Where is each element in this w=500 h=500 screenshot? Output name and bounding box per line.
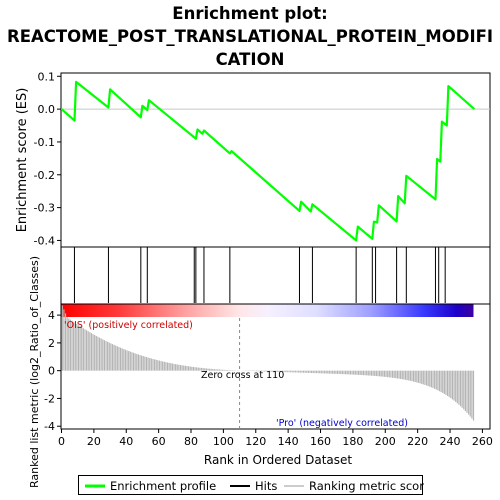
es-y-ticks: 0.1 0.0 -0.1 -0.2 -0.3 -0.4 — [34, 70, 61, 247]
chart-title-line-1: Enrichment plot: — [172, 4, 328, 23]
es-y-tick-label: 0.1 — [38, 70, 56, 83]
x-tick-label: 220 — [407, 435, 428, 448]
x-tick-label: 100 — [213, 435, 234, 448]
positive-correlation-label: 'OIS' (positively correlated) — [64, 320, 193, 331]
metric-y-axis-label: Ranked list metric (log2_Ratio_of_Classe… — [28, 256, 41, 488]
enrichment-panel-frame — [60, 72, 491, 248]
metric-y-tick-label: 0 — [48, 365, 55, 378]
x-tick-label: 180 — [342, 435, 363, 448]
rank-colorbar — [61, 304, 474, 317]
x-tick-label: 120 — [245, 435, 266, 448]
metric-panel-frame — [60, 303, 491, 430]
metric-bars — [61, 305, 475, 421]
metric-y-tick-label: -2 — [44, 392, 55, 405]
es-y-tick-label: -0.1 — [34, 136, 55, 149]
chart-title-line-3: CATION — [215, 50, 285, 69]
x-tick-label: 160 — [310, 435, 331, 448]
x-axis-label: Rank in Ordered Dataset — [204, 453, 352, 467]
es-line-group — [60, 80, 476, 242]
x-tick-label: 240 — [440, 435, 461, 448]
metric-x-ticks: 0 20 40 60 80 100 120 140 160 180 200 220 240 260 — [58, 429, 493, 448]
x-tick-label: 140 — [278, 435, 299, 448]
x-tick-label: 200 — [375, 435, 396, 448]
metric-y-tick-label: 2 — [48, 337, 55, 350]
es-y-tick-label: -0.4 — [34, 234, 55, 247]
es-y-tick-label: -0.3 — [34, 202, 55, 215]
metric-y-tick-label: -4 — [44, 420, 55, 433]
legend: Enrichment profile Hits Ranking metric s… — [78, 475, 424, 495]
x-tick-label: 260 — [472, 435, 493, 448]
x-tick-label: 60 — [152, 435, 166, 448]
legend-hits-label: Hits — [255, 479, 277, 493]
enrichment-profile-line — [60, 80, 476, 242]
x-tick-label: 0 — [58, 435, 65, 448]
x-tick-label: 20 — [87, 435, 101, 448]
es-y-tick-label: 0.0 — [38, 103, 56, 116]
metric-y-tick-label: 4 — [48, 309, 55, 322]
x-tick-label: 80 — [184, 435, 198, 448]
negative-correlation-label: 'Pro' (negatively correlated) — [276, 418, 408, 429]
x-tick-label: 40 — [119, 435, 133, 448]
legend-metric-label: Ranking metric scores — [309, 479, 424, 493]
es-y-tick-label: -0.2 — [34, 169, 55, 182]
chart-title-line-2: REACTOME_POST_TRANSLATIONAL_PROTEIN_MODI… — [6, 27, 494, 46]
metric-y-ticks: 4 2 0 -2 -4 — [44, 309, 61, 433]
es-y-axis-label: Enrichment score (ES) — [15, 88, 30, 233]
hit-lines — [73, 247, 446, 303]
hits-panel-frame — [60, 246, 491, 305]
zero-cross-label: Zero cross at 110 — [201, 370, 284, 381]
legend-profile-label: Enrichment profile — [110, 479, 216, 493]
